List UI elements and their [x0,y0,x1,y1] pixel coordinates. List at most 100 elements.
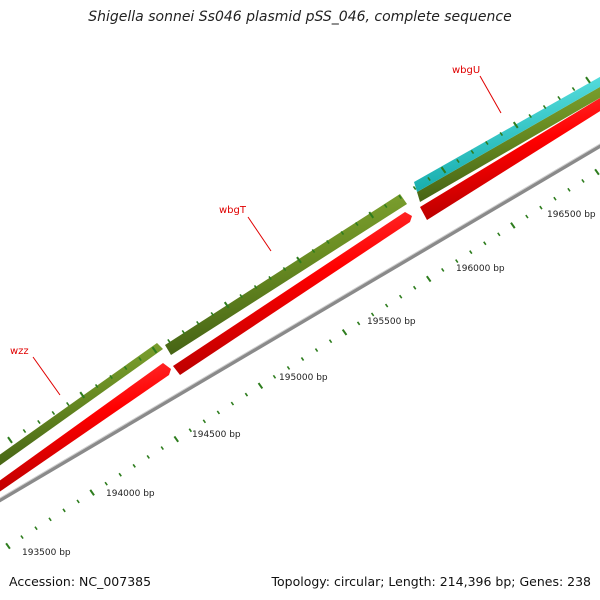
tick-mark [34,526,38,531]
tick-mark [340,230,345,236]
tick-mark [370,312,375,317]
tick-mark [239,293,243,299]
gene-label-wbgU: wbgU [452,65,480,76]
tick-mark [244,392,249,397]
tick-mark [398,194,402,200]
tick-mark [441,267,445,272]
scale-label: 196500 bp [547,210,596,220]
tick-mark [173,435,179,443]
tick-mark [223,301,230,309]
tick-mark [485,140,489,146]
backbone-track [0,143,600,503]
tick-mark [553,196,557,201]
tick-mark [20,535,24,540]
tick-mark [132,463,136,468]
gene-feature-wbgU-olive[interactable] [417,84,600,202]
tick-mark [581,178,585,183]
tick-mark [181,329,186,335]
tick-mark [356,321,361,326]
tick-mark [268,275,272,281]
tick-mark [426,275,432,283]
tick-mark [510,222,516,229]
tick-mark [138,356,142,362]
tick-mark [37,419,41,425]
cds-feature-middle[interactable] [173,212,412,375]
gene-label-wbgT: wbgT [219,205,247,216]
tick-mark [469,250,473,255]
cds-feature-right[interactable] [420,95,600,220]
tick-mark [383,203,388,209]
tick-mark [216,410,221,415]
tick-mark [594,168,600,176]
tick-mark [525,214,529,219]
tick-mark [470,149,475,155]
gene-feature-wbgT[interactable] [165,194,407,355]
tick-mark [79,391,86,399]
tick-mark [412,285,417,290]
tick-mark [89,489,95,496]
tick-mark [22,428,27,434]
tick-mark [456,158,460,164]
tick-mark [557,95,561,101]
tick-mark [585,76,591,84]
tick-mark [296,256,302,264]
gene-feature-wzz[interactable] [0,343,163,469]
scale-label: 194000 bp [106,489,155,499]
wbgU-leader-line [479,75,502,114]
scale-label: 196000 bp [456,264,505,274]
gene-label-wzz: wzz [10,346,29,357]
tick-mark [160,446,164,451]
tick-mark [5,542,11,550]
cds-feature-left[interactable] [0,363,171,495]
summary-text: Topology: circular; Length: 214,396 bp; … [271,574,592,589]
tick-mark [76,499,80,504]
tick-mark [167,338,171,344]
scale-label: 194500 bp [192,430,241,440]
tick-mark [314,348,319,353]
accession-text: Accession: NC_007385 [9,574,152,589]
tick-mark [341,329,348,336]
tick-mark [440,166,447,174]
tick-mark [123,365,128,371]
tick-mark [51,410,56,416]
tick-mark [300,357,305,361]
tick-mark [483,241,487,246]
scale-label: 193500 bp [22,548,71,558]
tick-mark [512,121,519,129]
tick-mark [210,311,215,317]
gene-feature-wbgU[interactable] [414,74,600,192]
tick-mark [104,481,108,486]
tick-mark [427,176,431,182]
tick-mark [497,232,501,237]
tick-mark [151,346,158,354]
scale-labels: 193500 bp 194000 bp 194500 bp 195000 bp 1955… [22,210,596,558]
tick-mark [499,131,504,137]
tick-mark [355,221,359,227]
scale-label: 195500 bp [367,317,416,327]
tick-mark [146,454,150,459]
tick-mark [48,517,52,522]
tick-mark [109,374,113,380]
tick-mark [384,303,389,308]
tick-mark [272,374,277,379]
tick-mark [94,383,99,389]
tick-marks [5,76,600,550]
tick-mark [368,211,375,219]
tick-mark [253,284,258,290]
wzz-leader-line [32,356,61,396]
tick-mark [571,86,576,92]
scale-label: 195000 bp [279,373,328,383]
tick-mark [328,339,333,344]
tick-mark [66,401,70,407]
tick-mark [62,508,66,513]
tick-mark [542,104,547,110]
tick-mark [567,187,571,192]
tick-mark [286,365,291,370]
tick-mark [398,294,403,299]
tick-mark [202,419,207,424]
tick-mark [528,113,532,119]
tick-mark [539,205,543,210]
map-title: Shigella sonnei Ss046 plasmid pSS_046, c… [88,9,512,25]
tick-mark [282,266,287,272]
